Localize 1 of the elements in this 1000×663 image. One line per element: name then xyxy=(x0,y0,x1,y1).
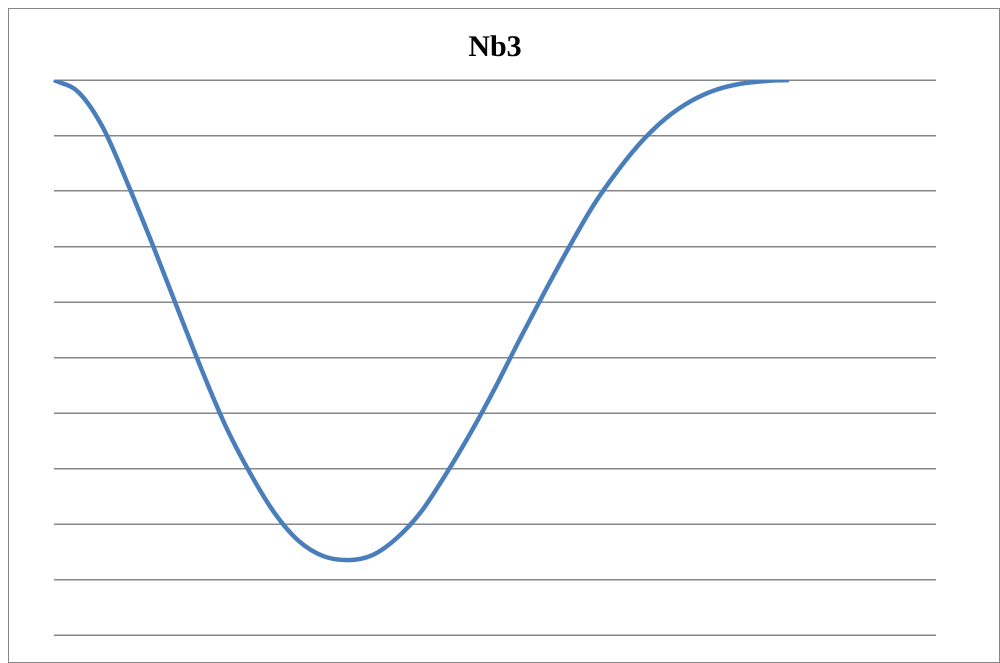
chart-title: Nb3 xyxy=(468,30,522,63)
